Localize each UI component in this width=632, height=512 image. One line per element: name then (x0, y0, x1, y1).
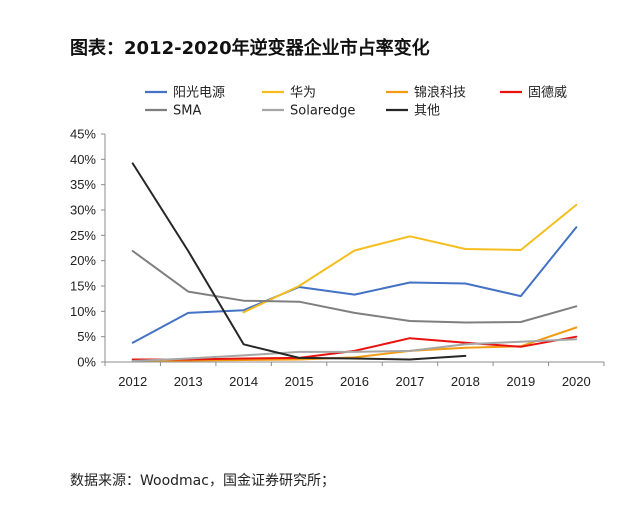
legend-label: 阳光电源 (173, 86, 225, 101)
y-tick-label: 5% (77, 329, 96, 344)
y-tick-label: 35% (70, 177, 96, 192)
series-line (131, 338, 578, 362)
series-line (131, 326, 578, 362)
y-tick-label: 30% (70, 203, 96, 218)
legend-item: Solaredge (262, 104, 355, 119)
series-line (131, 250, 578, 324)
x-tick-label: 2019 (506, 374, 535, 389)
legend: 阳光电源 华为 锦浪科技 固德威 SMA Solaredge 其他 (145, 86, 567, 119)
x-tick-label: 2020 (562, 374, 591, 389)
x-tick-label: 2012 (118, 374, 147, 389)
x-tick-label: 2013 (174, 374, 203, 389)
series-path (131, 326, 578, 362)
legend-label: Solaredge (290, 104, 355, 119)
y-tick-label: 10% (70, 304, 96, 319)
x-tick-label: 2018 (451, 374, 480, 389)
x-tick-label: 2017 (395, 374, 424, 389)
legend-item: SMA (145, 104, 201, 119)
y-tick-label: 25% (70, 228, 96, 243)
legend-label: 锦浪科技 (414, 86, 466, 101)
series-line (131, 226, 578, 344)
y-tick-label: 40% (70, 152, 96, 167)
series-line (131, 335, 578, 361)
legend-label: 华为 (290, 86, 316, 101)
legend-item: 阳光电源 (145, 86, 225, 101)
chart-title: 图表：2012-2020年逆变器企业市占率变化 (70, 38, 430, 59)
series-lines (131, 162, 578, 362)
series-path (242, 203, 578, 314)
legend-item: 固德威 (500, 86, 567, 101)
legend-label: 固德威 (528, 86, 567, 101)
source-note: 数据来源：Woodmac，国金证券研究所； (70, 473, 335, 489)
y-tick-label: 0% (77, 355, 96, 370)
legend-label: 其他 (414, 104, 440, 119)
legend-item: 其他 (386, 104, 440, 119)
series-line (131, 162, 467, 361)
y-tick-label: 15% (70, 279, 96, 294)
x-tick-label: 2015 (285, 374, 314, 389)
series-path (131, 226, 578, 344)
series-path (131, 338, 578, 362)
y-tick-label: 45% (70, 127, 96, 142)
series-path (131, 162, 467, 361)
y-tick-label: 20% (70, 253, 96, 268)
axes: 0% 5% 10% 15% 20% 25% 30% 35% 40% 45% 2012 2013 2014… (70, 127, 605, 389)
legend-item: 锦浪科技 (386, 86, 466, 101)
series-path (131, 250, 578, 324)
series-path (131, 335, 578, 361)
x-tick-label: 2016 (340, 374, 369, 389)
legend-item: 华为 (262, 86, 316, 101)
series-line (242, 203, 578, 314)
legend-label: SMA (173, 104, 201, 119)
x-tick-label: 2014 (229, 374, 258, 389)
